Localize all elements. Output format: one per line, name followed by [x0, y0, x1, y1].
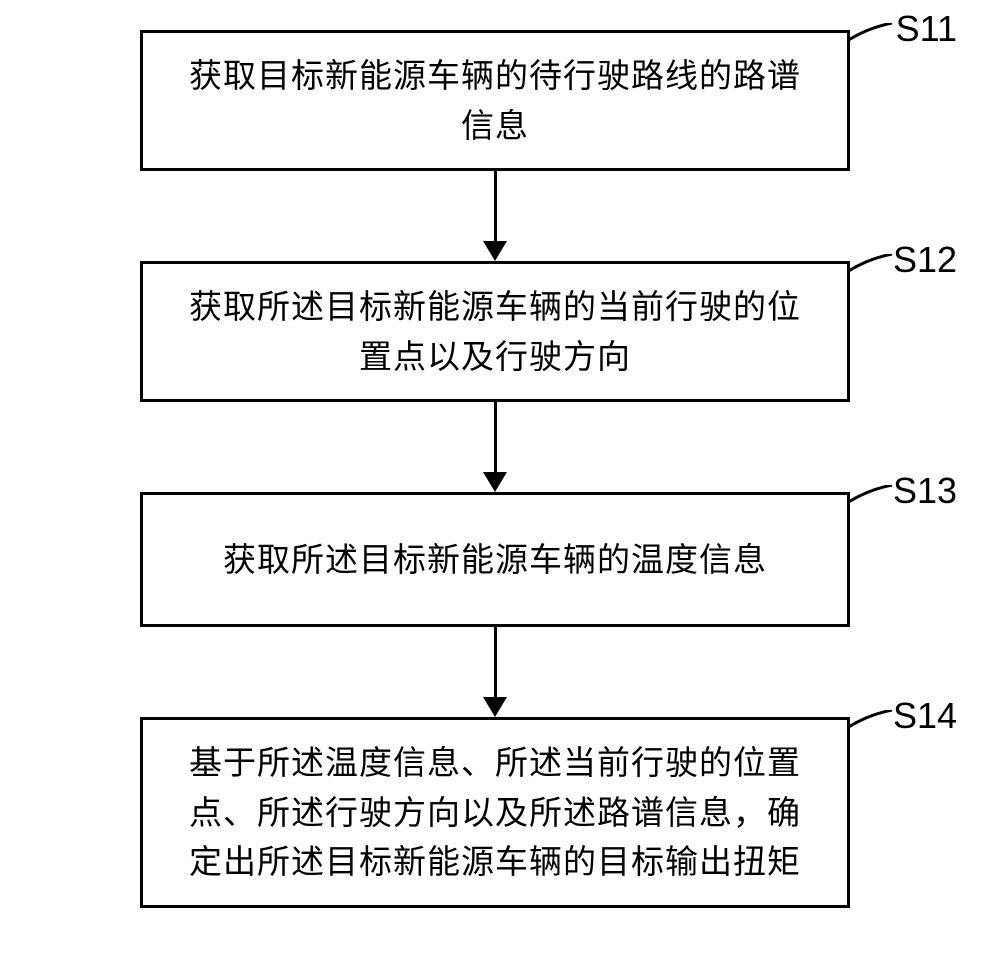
step-label-s13: S13 — [893, 470, 957, 512]
step-box-s11: S11 获取目标新能源车辆的待行驶路线的路谱信息 — [140, 30, 850, 171]
connector-line-3 — [494, 627, 497, 697]
step-label-s11: S11 — [896, 8, 957, 50]
connector-line-1 — [494, 171, 497, 241]
step-label-s12: S12 — [893, 239, 957, 281]
flowchart-container: S11 获取目标新能源车辆的待行驶路线的路谱信息 S12 获取所述目标新能源车辆… — [85, 30, 905, 908]
step-box-s14: S14 基于所述温度信息、所述当前行驶的位置点、所述行驶方向以及所述路谱信息，确… — [140, 717, 850, 908]
step-text-s12: 获取所述目标新能源车辆的当前行驶的位置点以及行驶方向 — [183, 282, 807, 381]
step-box-s12: S12 获取所述目标新能源车辆的当前行驶的位置点以及行驶方向 — [140, 261, 850, 402]
step-text-s11: 获取目标新能源车辆的待行驶路线的路谱信息 — [183, 51, 807, 150]
step-text-s13: 获取所述目标新能源车辆的温度信息 — [223, 535, 767, 585]
step-label-s14: S14 — [893, 695, 957, 737]
connector-1 — [483, 171, 507, 261]
step-text-s14: 基于所述温度信息、所述当前行驶的位置点、所述行驶方向以及所述路谱信息，确定出所述… — [183, 738, 807, 887]
connector-line-2 — [494, 402, 497, 472]
step-box-s13: S13 获取所述目标新能源车辆的温度信息 — [140, 492, 850, 627]
connector-3 — [483, 627, 507, 717]
arrowhead-2 — [483, 472, 507, 492]
connector-2 — [483, 402, 507, 492]
arrowhead-3 — [483, 697, 507, 717]
arrowhead-1 — [483, 241, 507, 261]
